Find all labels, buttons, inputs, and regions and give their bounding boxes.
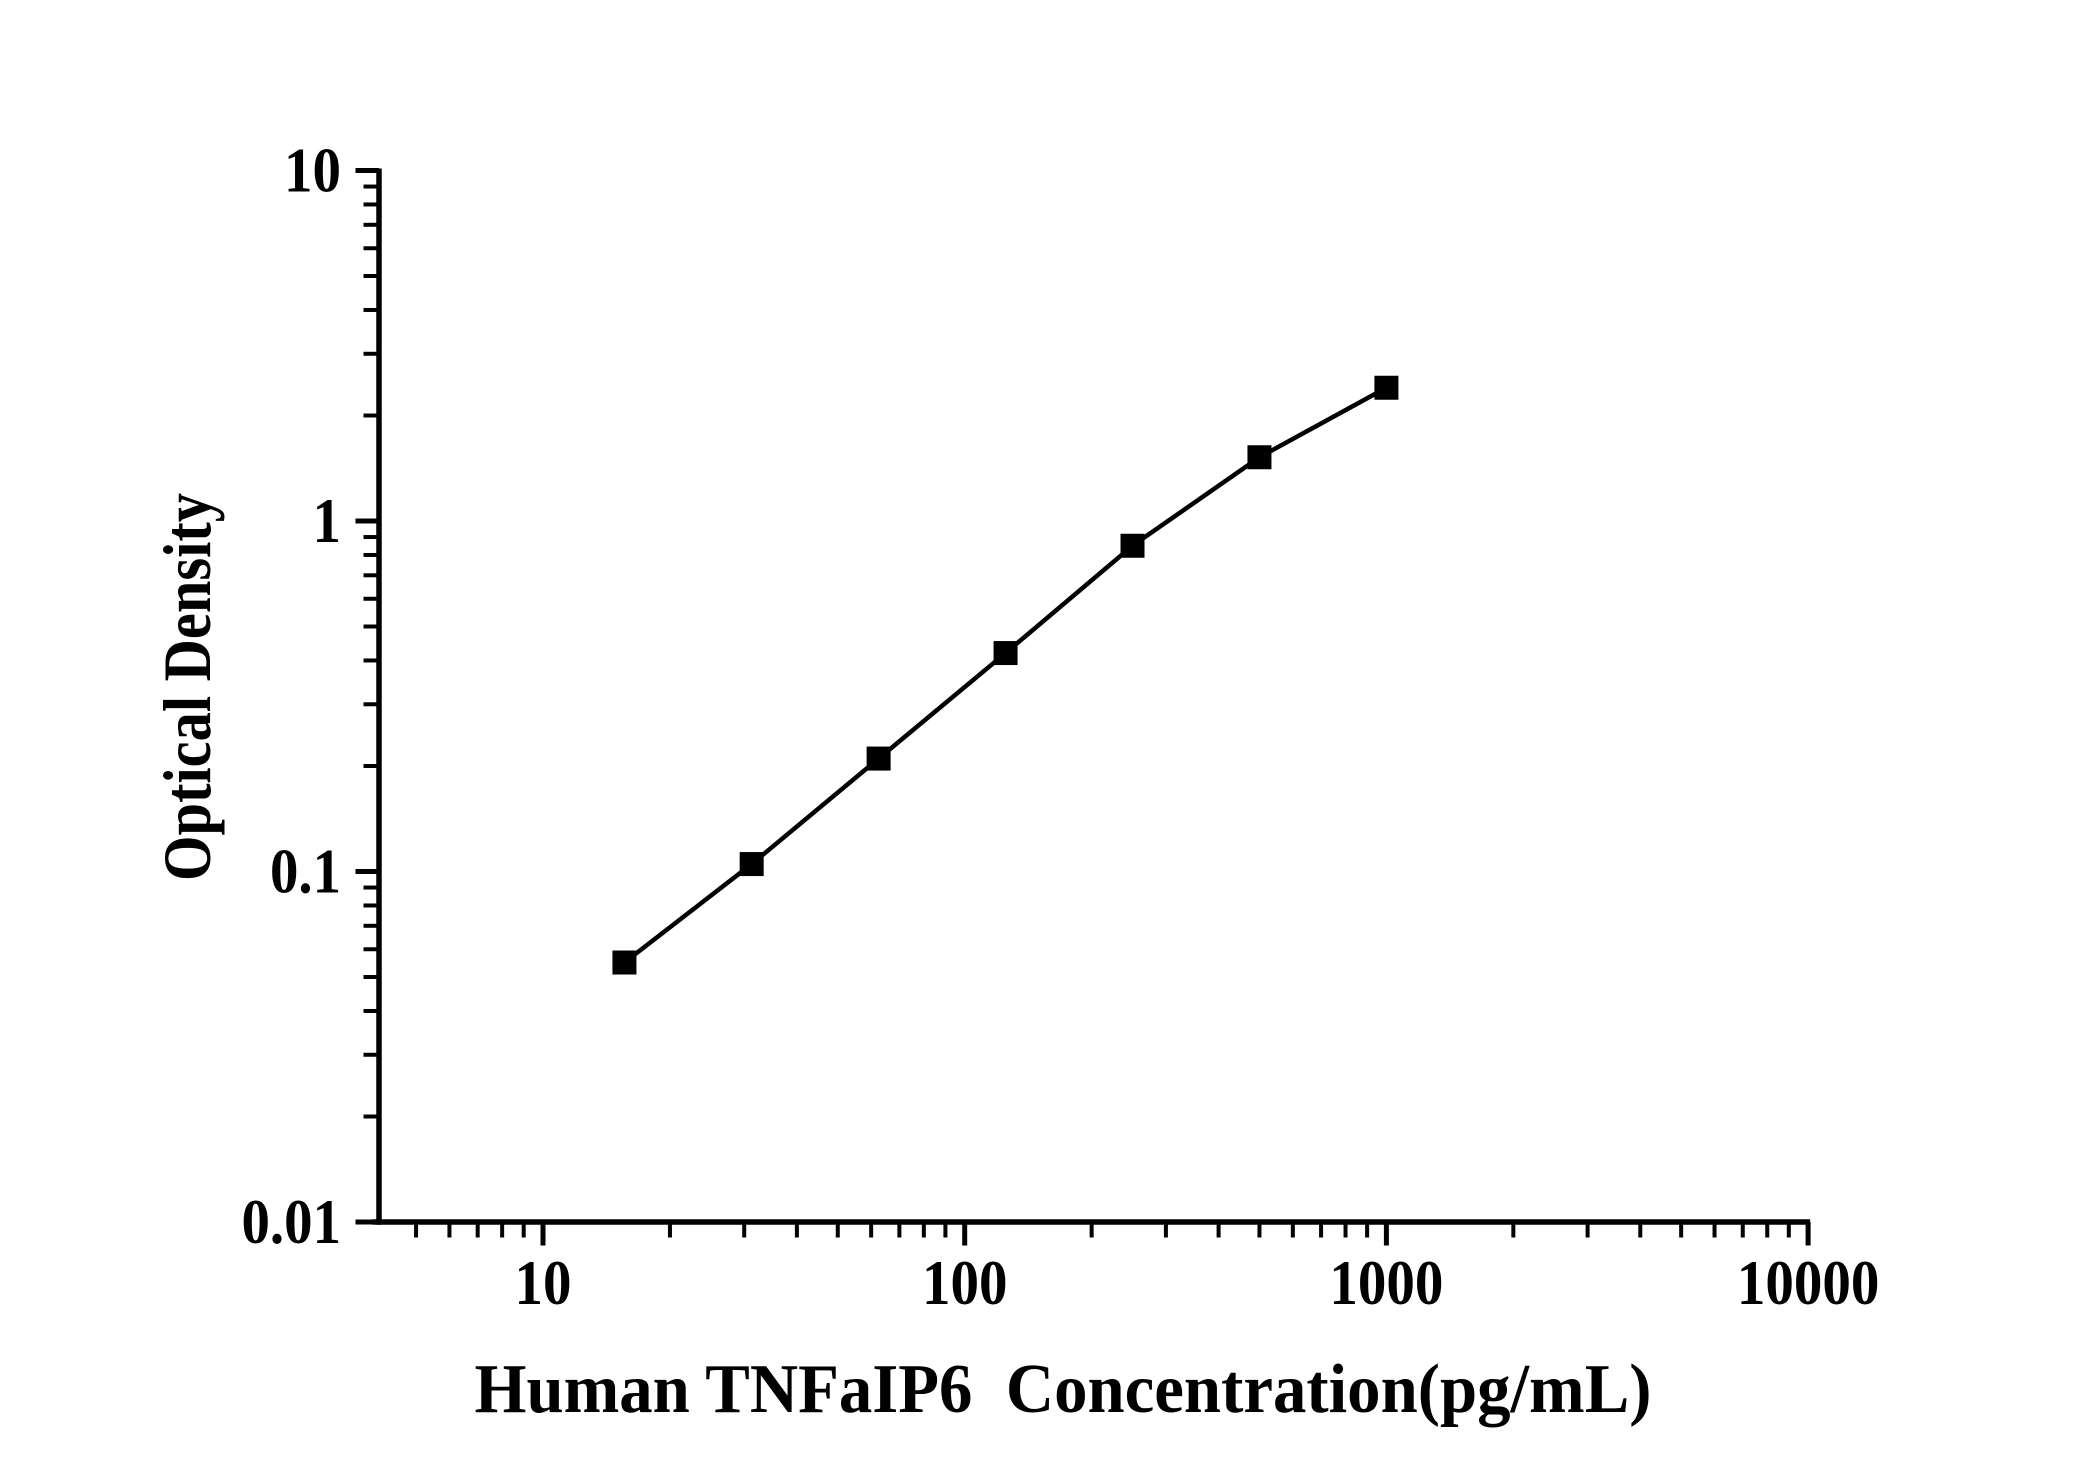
data-point-marker — [739, 852, 764, 877]
y-axis-tick-label: 10 — [284, 135, 341, 206]
data-point-marker — [1247, 445, 1272, 470]
data-point-marker — [866, 746, 891, 771]
y-axis-tick-label: 0.01 — [242, 1186, 342, 1257]
y-axis-tick-label: 0.1 — [270, 836, 341, 907]
tick-labels-layer: 10 100 1000 10000 0.01 0.1 1 10 — [242, 135, 1880, 1319]
x-axis-tick-label: 10 — [515, 1247, 572, 1318]
y-axis-tick-label: 1 — [313, 485, 342, 556]
data-point-marker — [1374, 375, 1399, 400]
y-axis-title: Optical Density — [149, 493, 225, 881]
x-axis-title: Human TNFaIP6 Concentration(pg/mL) — [475, 1351, 1652, 1428]
x-axis-tick-label: 10000 — [1737, 1247, 1880, 1318]
data-point-marker — [993, 641, 1018, 666]
x-axis-tick-label: 1000 — [1329, 1247, 1443, 1318]
data-point-marker — [612, 950, 637, 975]
x-axis-tick-label: 100 — [922, 1247, 1008, 1318]
data-point-marker — [1120, 533, 1145, 558]
standard-curve-line — [623, 385, 1388, 965]
axes-layer — [355, 168, 1811, 1246]
standard-curve-series — [612, 375, 1399, 975]
